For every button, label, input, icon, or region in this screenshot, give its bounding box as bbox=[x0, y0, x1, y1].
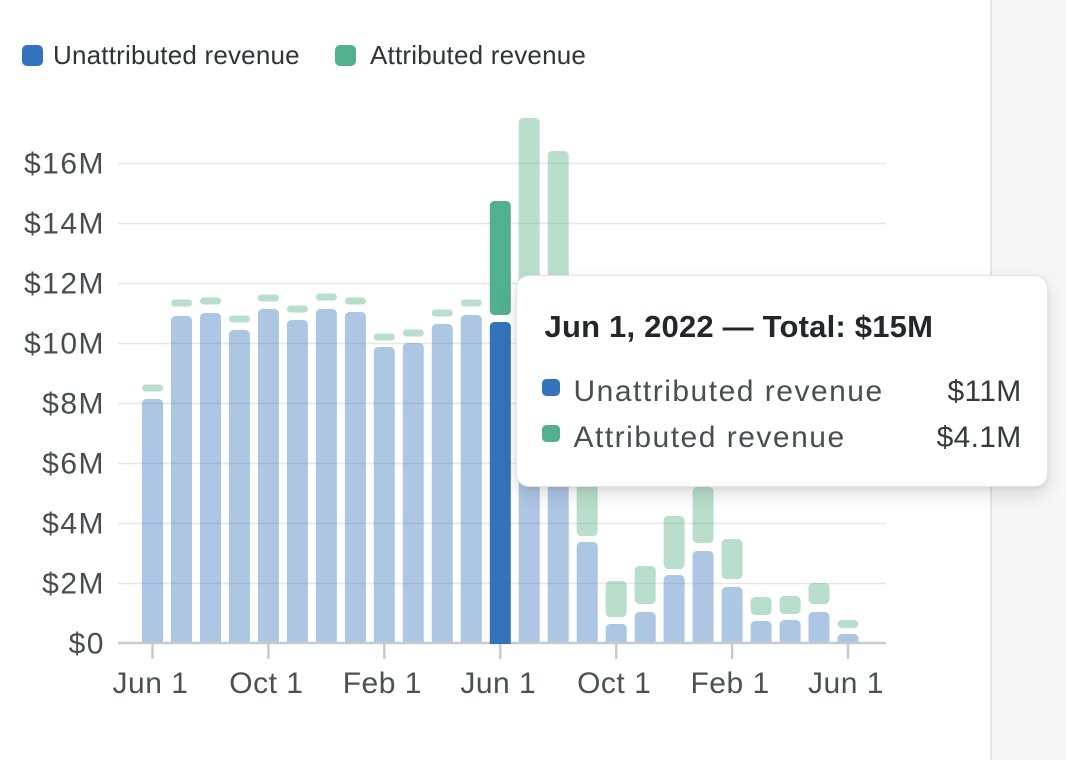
svg-text:Jun 1: Jun 1 bbox=[808, 667, 884, 700]
svg-text:Feb 1: Feb 1 bbox=[690, 667, 769, 700]
svg-text:Jun 1: Jun 1 bbox=[113, 667, 189, 700]
svg-text:$2M: $2M bbox=[42, 568, 105, 601]
svg-text:Oct 1: Oct 1 bbox=[229, 667, 303, 700]
svg-text:$10M: $10M bbox=[24, 328, 105, 361]
svg-text:$4M: $4M bbox=[42, 508, 105, 541]
svg-text:$0: $0 bbox=[69, 628, 105, 661]
svg-text:Feb 1: Feb 1 bbox=[343, 667, 422, 700]
svg-text:$12M: $12M bbox=[24, 268, 105, 301]
svg-text:$8M: $8M bbox=[42, 388, 105, 421]
svg-text:$6M: $6M bbox=[42, 448, 105, 481]
svg-text:$16M: $16M bbox=[24, 148, 105, 181]
svg-text:Oct 1: Oct 1 bbox=[577, 667, 651, 700]
svg-text:$14M: $14M bbox=[24, 208, 105, 241]
svg-text:Jun 1: Jun 1 bbox=[460, 667, 536, 700]
